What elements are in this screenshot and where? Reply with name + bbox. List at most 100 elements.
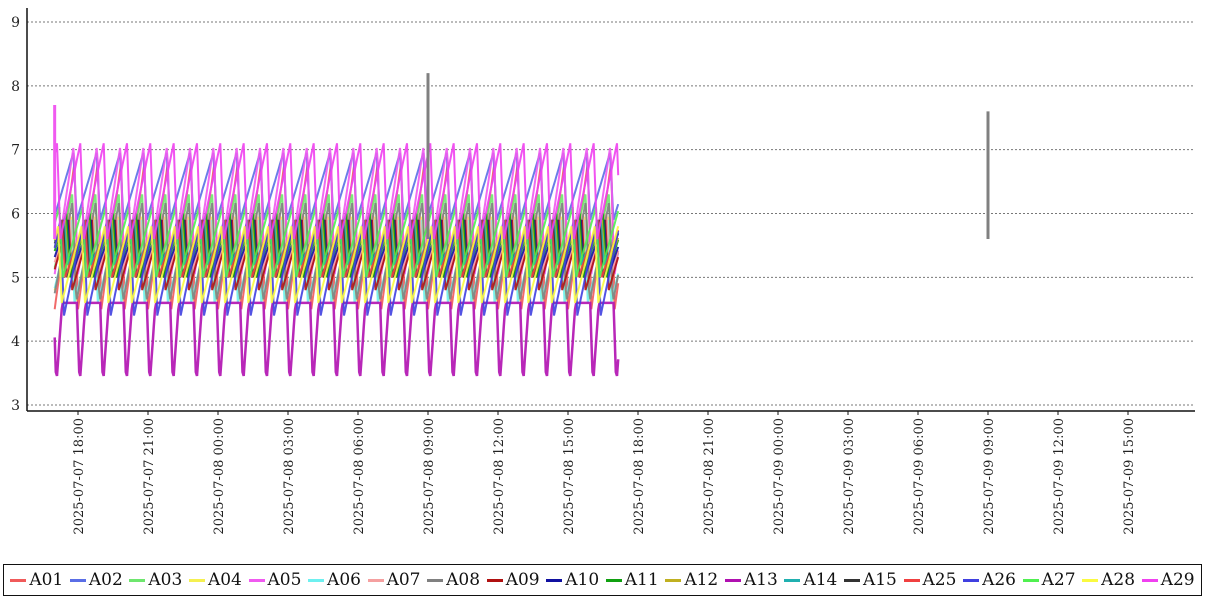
legend-item-a09: A09 <box>486 570 540 590</box>
x-tick-label: 2025-07-08 12:00 <box>492 418 507 535</box>
y-tick-label: 5 <box>11 270 20 286</box>
legend-label: A04 <box>207 570 242 590</box>
legend-swatch <box>1022 578 1039 582</box>
legend-swatch <box>665 578 682 582</box>
legend-item-a25: A25 <box>903 570 957 590</box>
series-line-a09 <box>53 219 620 291</box>
legend-swatch <box>69 578 86 582</box>
chart-canvas: 3 4 5 6 7 8 9 2025-07-07 18:00 2025-07-07 21:00… <box>11 8 1195 535</box>
legend-label: A12 <box>684 570 719 590</box>
legend-swatch <box>308 578 325 582</box>
x-tick-label: 2025-07-08 15:00 <box>562 418 577 535</box>
legend-item-a27: A27 <box>1022 570 1076 590</box>
legend-swatch <box>188 578 205 582</box>
legend-swatch <box>1141 578 1158 582</box>
legend-label: A26 <box>982 570 1016 590</box>
x-tick-label: 2025-07-07 18:00 <box>72 418 87 535</box>
series-line-a29 <box>53 143 620 240</box>
legend-item-a11: A11 <box>605 570 659 590</box>
legend-swatch <box>605 578 622 582</box>
legend-label: A14 <box>803 570 838 590</box>
legend-swatch <box>367 578 384 582</box>
legend-label: A29 <box>1160 570 1195 590</box>
legend-item-a08: A08 <box>427 570 480 590</box>
legend-label: A08 <box>446 570 481 590</box>
legend-item-a05: A05 <box>248 570 302 590</box>
series-line-a10 <box>53 219 620 278</box>
y-tick-label: 7 <box>11 143 20 159</box>
x-axis-ticks: 2025-07-07 18:00 2025-07-07 21:00 2025-07-… <box>72 411 1137 535</box>
legend-swatch <box>248 578 265 582</box>
grid-lines <box>27 21 1195 406</box>
x-tick-label: 2025-07-08 06:00 <box>352 418 367 535</box>
x-tick-label: 2025-07-08 00:00 <box>212 418 227 535</box>
y-tick-label: 8 <box>11 79 20 95</box>
series-line-a28 <box>53 226 620 304</box>
series-line-a27 <box>53 206 620 278</box>
legend-label: A01 <box>29 570 64 590</box>
legend-item-a26: A26 <box>963 570 1016 590</box>
legend-swatch <box>1082 578 1099 582</box>
legend-item-a01: A01 <box>10 570 63 590</box>
legend-label: A15 <box>862 570 897 590</box>
x-tick-label: 2025-07-08 03:00 <box>282 418 297 535</box>
x-tick-label: 2025-07-09 00:00 <box>772 418 787 535</box>
y-tick-label: 6 <box>11 207 20 223</box>
x-tick-label: 2025-07-09 06:00 <box>912 418 927 535</box>
legend-item-a15: A15 <box>843 570 897 590</box>
legend-swatch <box>546 578 563 582</box>
legend-label: A09 <box>505 570 540 590</box>
legend-label: A11 <box>624 570 659 590</box>
legend-swatch <box>10 578 27 582</box>
legend-item-a28: A28 <box>1082 570 1135 590</box>
chart-legend: A01 A02 A03 A04 A05 A06 A07 A08 A09 A10 A11 A12 A13 A… <box>3 564 1202 596</box>
series-line-a02 <box>53 152 620 221</box>
legend-swatch <box>129 578 146 582</box>
legend-item-a06: A06 <box>308 570 361 590</box>
legend-item-a14: A14 <box>784 570 837 590</box>
legend-label: A06 <box>327 570 361 590</box>
legend-item-a29: A29 <box>1141 570 1195 590</box>
legend-label: A27 <box>1041 570 1076 590</box>
x-tick-label: 2025-07-08 18:00 <box>632 418 647 535</box>
series-line-a08 <box>53 202 620 300</box>
series-line-a13 <box>53 301 620 377</box>
legend-item-a07: A07 <box>367 570 421 590</box>
legend-swatch <box>903 578 920 582</box>
legend-item-a03: A03 <box>129 570 182 590</box>
axes <box>26 8 1195 412</box>
legend-label: A28 <box>1101 570 1136 590</box>
series-line-a01 <box>53 162 620 310</box>
x-tick-label: 2025-07-07 21:00 <box>142 418 157 535</box>
legend-label: A10 <box>565 570 600 590</box>
legend-label: A07 <box>386 570 421 590</box>
y-axis-ticks: 3 4 5 6 7 8 9 <box>11 15 20 414</box>
legend-item-a13: A13 <box>724 570 778 590</box>
x-tick-label: 2025-07-08 21:00 <box>702 418 717 535</box>
legend-label: A25 <box>922 570 957 590</box>
legend-swatch <box>843 578 860 582</box>
legend-item-a10: A10 <box>546 570 599 590</box>
legend-swatch <box>427 578 444 582</box>
y-tick-label: 4 <box>11 334 20 350</box>
legend-label: A03 <box>148 570 183 590</box>
x-tick-label: 2025-07-08 09:00 <box>422 418 437 535</box>
legend-swatch <box>963 578 980 582</box>
legend-label: A05 <box>267 570 302 590</box>
legend-item-a04: A04 <box>188 570 242 590</box>
legend-swatch <box>784 578 801 582</box>
series-lines <box>53 73 990 377</box>
y-tick-label: 9 <box>11 15 20 31</box>
x-tick-label: 2025-07-09 12:00 <box>1052 418 1067 535</box>
x-tick-label: 2025-07-09 03:00 <box>842 418 857 535</box>
legend-item-a02: A02 <box>69 570 123 590</box>
x-tick-label: 2025-07-09 09:00 <box>982 418 997 535</box>
legend-label: A13 <box>743 570 778 590</box>
legend-item-a12: A12 <box>665 570 718 590</box>
x-tick-label: 2025-07-09 15:00 <box>1122 418 1137 535</box>
legend-swatch <box>724 578 741 582</box>
series-line-a07 <box>53 213 620 278</box>
legend-swatch <box>486 578 503 582</box>
legend-label: A02 <box>88 570 123 590</box>
y-tick-label: 3 <box>11 398 20 414</box>
